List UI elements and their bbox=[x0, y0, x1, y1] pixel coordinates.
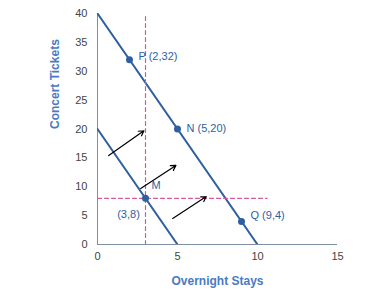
svg-text:10: 10 bbox=[75, 180, 87, 192]
svg-text:15: 15 bbox=[75, 151, 87, 163]
svg-text:40: 40 bbox=[75, 7, 87, 19]
svg-text:30: 30 bbox=[75, 65, 87, 77]
svg-text:N (5,20): N (5,20) bbox=[187, 122, 227, 134]
svg-text:35: 35 bbox=[75, 36, 87, 48]
svg-text:0: 0 bbox=[81, 238, 87, 250]
svg-text:(3,8): (3,8) bbox=[117, 208, 140, 220]
svg-text:20: 20 bbox=[75, 123, 87, 135]
svg-text:5: 5 bbox=[174, 250, 180, 262]
svg-text:10: 10 bbox=[251, 250, 263, 262]
svg-text:Overnight Stays: Overnight Stays bbox=[171, 274, 263, 288]
svg-text:Q (9,4): Q (9,4) bbox=[251, 209, 285, 221]
svg-text:Concert Tickets: Concert Tickets bbox=[48, 39, 62, 129]
svg-text:0: 0 bbox=[94, 250, 100, 262]
svg-text:25: 25 bbox=[75, 94, 87, 106]
svg-text:M: M bbox=[152, 179, 161, 191]
svg-text:5: 5 bbox=[81, 209, 87, 221]
svg-text:15: 15 bbox=[331, 250, 343, 262]
svg-text:P (2,32): P (2,32) bbox=[139, 50, 178, 62]
